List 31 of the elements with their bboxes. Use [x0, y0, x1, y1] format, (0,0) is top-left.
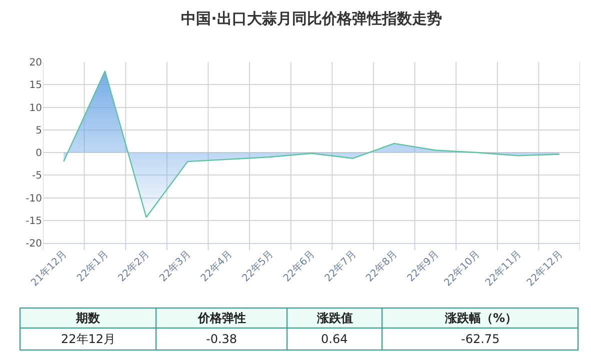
x-tick-label: 22年7月: [322, 248, 358, 284]
text: 22年12月: [61, 332, 116, 346]
y-tick-label: 5: [36, 125, 42, 136]
y-tick-label: 20: [29, 58, 42, 68]
text: -62.75: [461, 332, 500, 346]
x-tick-label: 22年11月: [483, 248, 524, 289]
category-label: 涨跌幅（%）: [444, 311, 518, 325]
x-tick-label: 22年3月: [157, 248, 194, 284]
x-tick-label: 22年2月: [116, 248, 152, 284]
x-tick-label: 22年9月: [404, 248, 442, 284]
y-tick-label: 15: [29, 80, 42, 92]
y-tick-label: -20: [26, 238, 42, 250]
x-tick-label: 22年10月: [442, 248, 482, 289]
y-tick-label: -10: [26, 193, 42, 204]
x-tick-label: 22年4月: [198, 248, 235, 284]
y-tick-label: -15: [26, 216, 42, 227]
y-tick-label: 0: [36, 148, 42, 159]
category-label: 价格弹性: [197, 311, 246, 325]
y-tick-label: 10: [29, 102, 42, 114]
text: -0.38: [206, 332, 238, 346]
category-label: 期数: [75, 311, 101, 325]
x-tick-label: 22年6月: [281, 248, 318, 284]
chart-title: 中国·出口大蒜月同比价格弹性指数走势: [181, 9, 442, 28]
category-label: 涨跌值: [316, 311, 353, 325]
x-tick-label: 22年12月: [524, 248, 566, 289]
x-tick-label: 22年5月: [240, 248, 276, 284]
x-tick-label: 22年8月: [364, 248, 400, 284]
x-tick-label: 22年1月: [74, 248, 111, 284]
text: 0.64: [321, 332, 348, 346]
y-tick-label: -5: [32, 170, 42, 182]
x-tick-label: 21年12月: [28, 248, 70, 289]
